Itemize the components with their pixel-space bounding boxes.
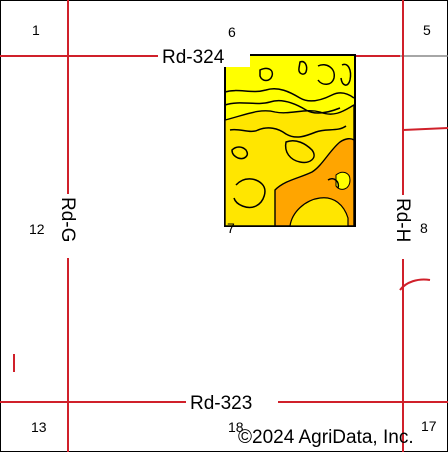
road-label-rd-g: Rd-G: [57, 197, 78, 242]
soil-inclusion-south: [289, 197, 349, 227]
copyright-text: ©2024 AgriData, Inc.: [238, 427, 414, 448]
road-spur-east: [402, 127, 448, 131]
rd-h-label-bg: [392, 195, 414, 259]
section-label-7: 7: [227, 220, 235, 236]
rd-g-label-bg: [57, 194, 79, 258]
section-label-6: 6: [228, 24, 236, 40]
rd-324-label-bg: [158, 45, 250, 67]
section-label-5: 5: [423, 22, 431, 38]
section-label-18: 18: [228, 419, 244, 435]
road-label-rd-324: Rd-324: [162, 47, 225, 68]
road-label-rd-h: Rd-H: [392, 198, 413, 242]
soil-contours: [224, 60, 355, 209]
section-label-13: 13: [31, 419, 47, 435]
section-label-1: 1: [32, 22, 40, 38]
section-label-17: 17: [421, 418, 437, 434]
rd-323-label-bg: [186, 391, 278, 413]
road-curve-east: [399, 278, 431, 291]
soil-inclusion-east: [335, 171, 351, 190]
soil-field[interactable]: [224, 54, 356, 227]
section-label-8: 8: [420, 220, 428, 236]
section-label-12: 12: [29, 221, 45, 237]
road-label-rd-323: Rd-323: [190, 393, 252, 414]
